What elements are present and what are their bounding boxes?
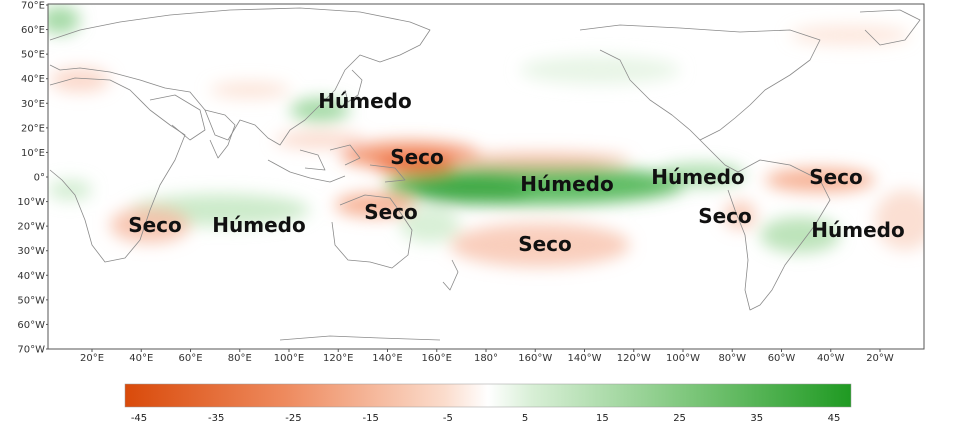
label-seco-australia: Seco	[364, 200, 418, 224]
latitude-tick-label: 60°W	[17, 320, 45, 331]
label-humedo-east-asia: Húmedo	[318, 89, 411, 113]
latitude-tick-label: 10°E	[21, 148, 45, 159]
colorbar-tick-label: -45	[131, 413, 147, 424]
longitude-tick-label: 100°W	[666, 353, 700, 364]
longitude-axis: 20°E 40°E 60°E 80°E 100°E 120°E 140°E 160°E 180°…	[80, 349, 894, 364]
colorbar-tick-label: -25	[285, 413, 301, 424]
longitude-tick-label: 40°E	[129, 353, 153, 364]
label-seco-south-pacific: Seco	[518, 232, 572, 256]
coastlines	[49, 7, 921, 341]
label-seco-western-pacific: Seco	[390, 145, 444, 169]
label-seco-andes: Seco	[698, 204, 752, 228]
latitude-tick-label: 0°	[34, 173, 45, 184]
latitude-tick-label: 20°E	[21, 123, 45, 134]
anomaly-field	[48, 6, 924, 267]
latitude-tick-label: 20°W	[17, 222, 45, 233]
region-labels: Húmedo Seco Húmedo Húmedo Seco Seco Húme…	[128, 89, 905, 256]
colorbar-gradient	[124, 383, 852, 408]
longitude-tick-label: 140°W	[568, 353, 602, 364]
colorbar-tick-label: -35	[208, 413, 224, 424]
longitude-tick-label: 100°E	[274, 353, 304, 364]
longitude-tick-label: 80°W	[718, 353, 746, 364]
colorbar-tick-label: 5	[522, 413, 528, 424]
latitude-tick-label: 40°E	[21, 74, 45, 85]
label-humedo-central-pacific: Húmedo	[520, 172, 613, 196]
colorbar: -45 -35 -25 -15 -5 5 15 25 35 45	[124, 383, 852, 424]
colorbar-tick-label: 45	[828, 413, 841, 424]
latitude-tick-label: 70°E	[21, 1, 45, 12]
longitude-tick-label: 120°E	[323, 353, 353, 364]
latitude-tick-label: 40°W	[17, 271, 45, 282]
label-seco-southern-africa: Seco	[128, 213, 182, 237]
colorbar-tick-label: 25	[673, 413, 686, 424]
label-humedo-southern-brazil: Húmedo	[811, 218, 904, 242]
colorbar-ticks: -45 -35 -25 -15 -5 5 15 25 35 45	[131, 413, 841, 424]
label-seco-northern-brazil: Seco	[809, 165, 863, 189]
latitude-tick-label: 50°W	[17, 295, 45, 306]
label-humedo-central-america: Húmedo	[651, 165, 744, 189]
label-humedo-indian-ocean: Húmedo	[212, 213, 305, 237]
longitude-tick-label: 160°W	[518, 353, 552, 364]
latitude-tick-label: 30°W	[17, 246, 45, 257]
latitude-tick-label: 60°E	[21, 25, 45, 36]
longitude-tick-label: 180°	[474, 353, 498, 364]
latitude-tick-label: 50°E	[21, 50, 45, 61]
colorbar-tick-label: -5	[443, 413, 453, 424]
longitude-tick-label: 20°E	[80, 353, 104, 364]
colorbar-tick-label: -15	[362, 413, 378, 424]
longitude-tick-label: 60°W	[768, 353, 796, 364]
latitude-tick-label: 70°W	[17, 345, 45, 356]
longitude-tick-label: 20°W	[866, 353, 894, 364]
latitude-tick-label: 30°E	[21, 99, 45, 110]
colorbar-tick-label: 35	[750, 413, 763, 424]
longitude-tick-label: 40°W	[817, 353, 845, 364]
longitude-tick-label: 60°E	[178, 353, 202, 364]
longitude-tick-label: 120°W	[617, 353, 651, 364]
colorbar-tick-label: 15	[596, 413, 609, 424]
longitude-tick-label: 160°E	[422, 353, 452, 364]
longitude-tick-label: 140°E	[372, 353, 402, 364]
latitude-axis: 70°E 60°E 50°E 40°E 30°E 20°E 10°E 0° 10°W 20°W 30…	[17, 1, 48, 356]
latitude-tick-label: 10°W	[17, 197, 45, 208]
longitude-tick-label: 80°E	[228, 353, 252, 364]
